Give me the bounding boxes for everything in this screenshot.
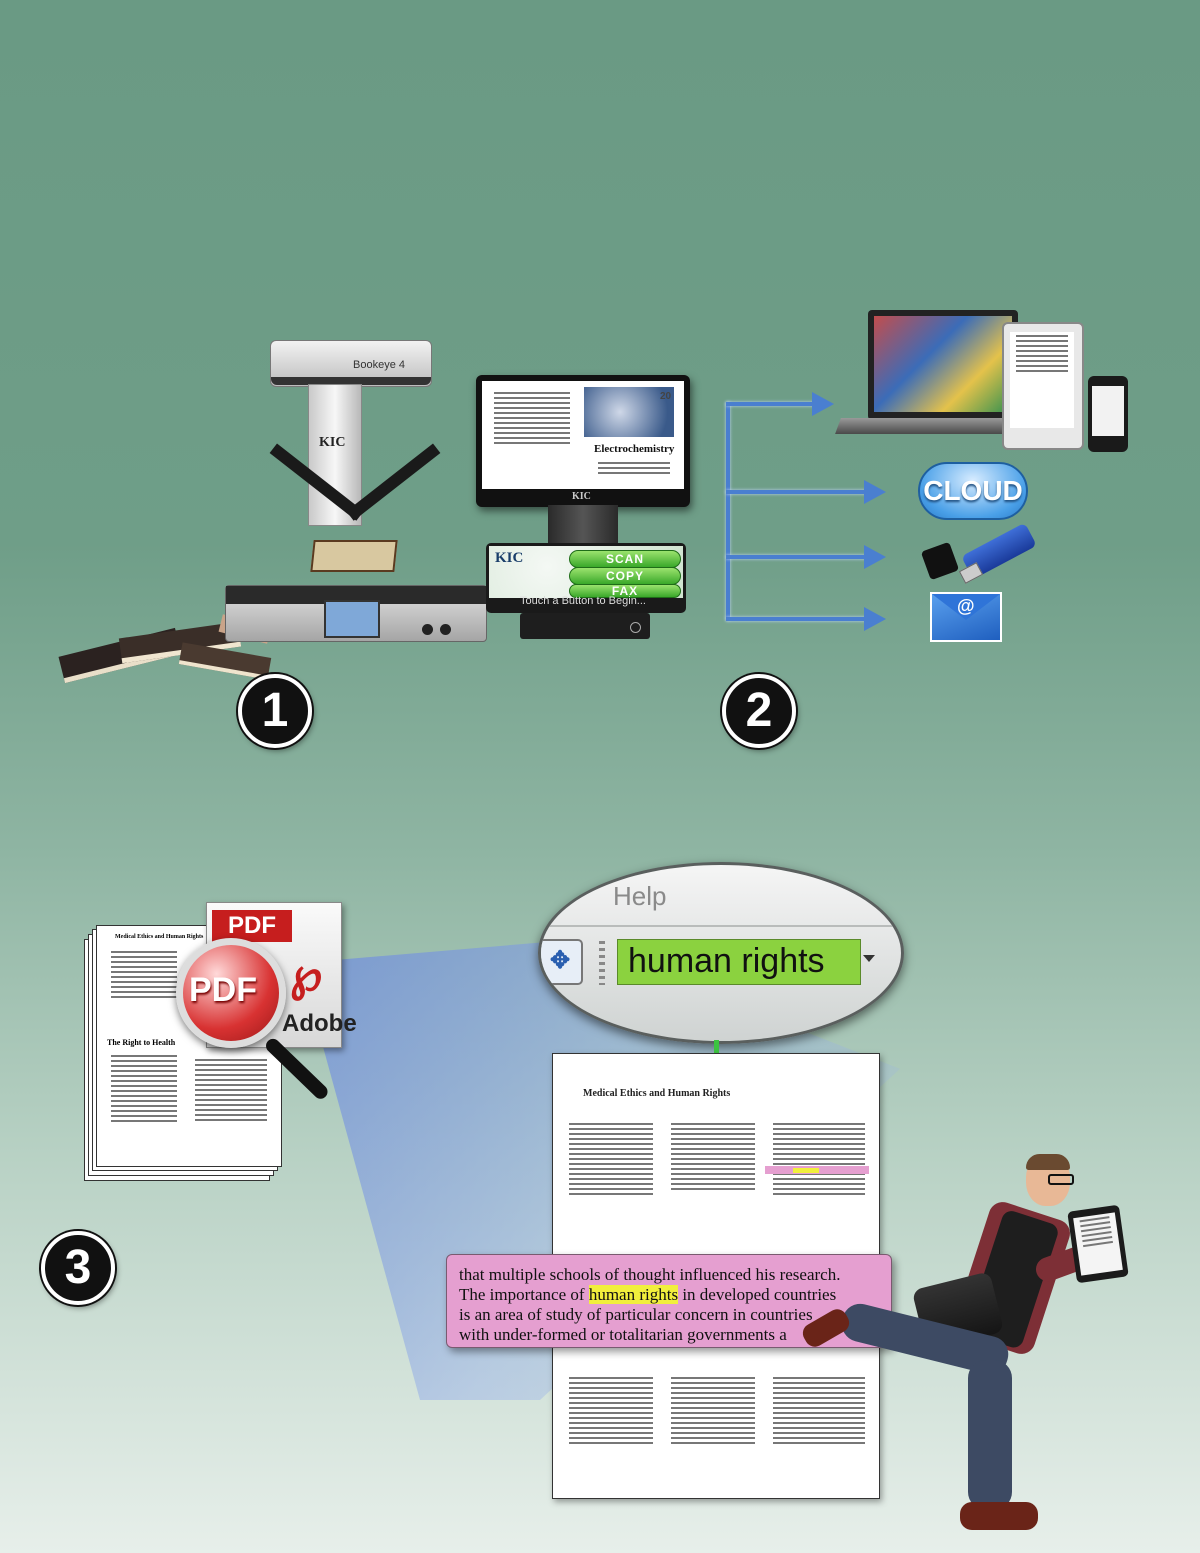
scanner-base [225, 585, 487, 642]
back-shoe [799, 1305, 853, 1351]
scanner-button-right[interactable] [440, 624, 451, 635]
adobe-label: Adobe [282, 1010, 357, 1037]
monitor-page-image [584, 387, 674, 437]
monitor-screen: 20 Electrochemistry [482, 381, 684, 489]
help-menu[interactable]: Help [613, 881, 667, 911]
monitor-logo: KIC [572, 491, 591, 502]
step-2-badge: 2 [722, 674, 796, 748]
step-3-badge: 3 [41, 1231, 115, 1305]
callout-line-3: is an area of study of particular concer… [459, 1305, 813, 1324]
devices-group [835, 310, 1138, 455]
front-leg [968, 1360, 1012, 1510]
scanner-touchscreen[interactable] [324, 600, 380, 638]
fit-page-icon[interactable]: ✥ [541, 939, 583, 985]
scanner-head: Bookeye 4 [270, 340, 432, 387]
search-input-value: human rights [628, 942, 825, 980]
search-toolbar-lens: Help ✥ human rights [538, 862, 904, 1044]
front-shoe [960, 1502, 1038, 1530]
running-man-with-tablet [799, 1150, 1180, 1540]
search-input[interactable]: human rights [617, 939, 861, 985]
power-button[interactable] [630, 622, 641, 633]
scanner-brand-label: Bookeye 4 [353, 359, 405, 371]
laptop [868, 310, 1018, 420]
kiosk-control-panel: KIC SCAN COPY FAX Touch a Button to Begi… [486, 543, 686, 613]
book-scanner: Bookeye 4 KIC [220, 340, 490, 642]
panel-prompt: Touch a Button to Begin... [520, 595, 646, 607]
stack-page-title: Medical Ethics and Human Rights [115, 934, 204, 940]
magnifier-pdf-label: PDF [189, 971, 257, 1009]
callout-line-2: The importance of human rights in develo… [459, 1285, 837, 1304]
page-search-hit-highlight [793, 1168, 819, 1173]
callout-line-4: with under-formed or totalitarian govern… [459, 1325, 787, 1344]
tablet [1067, 1204, 1129, 1284]
kiosk-monitor: 20 Electrochemistry KIC [476, 375, 690, 507]
pdf-top-label: PDF [212, 910, 292, 942]
panel-logo: KIC [495, 550, 524, 566]
search-dropdown-icon[interactable] [863, 955, 875, 962]
kiosk-base [520, 613, 650, 639]
step-1-badge: 1 [238, 674, 312, 748]
smartphone [1088, 376, 1128, 452]
toolbar-grip-icon [599, 941, 605, 985]
cloud-label: CLOUD [923, 475, 1023, 506]
fax-button[interactable]: FAX [569, 584, 681, 598]
email-at-symbol: @ [957, 596, 975, 616]
kiosk-stand [548, 505, 618, 550]
cloud-icon: CLOUD [918, 462, 1028, 520]
monitor-page-heading: Electrochemistry [594, 443, 675, 455]
scanner-button-left[interactable] [422, 624, 433, 635]
stack-section-heading: The Right to Health [107, 1038, 176, 1047]
email-icon: @ [930, 592, 1002, 642]
head [1026, 1154, 1074, 1206]
ereader [1002, 322, 1084, 450]
search-result-highlight: human rights [588, 1285, 679, 1304]
scan-button[interactable]: SCAN [569, 550, 681, 568]
usb-drive-icon [920, 522, 1037, 584]
result-page-title: Medical Ethics and Human Rights [583, 1088, 731, 1099]
scanner-logo: KIC [319, 435, 346, 450]
adobe-acrobat-icon: ℘ [290, 949, 323, 1000]
book-cradle [250, 443, 460, 572]
callout-line-1: that multiple schools of thought influen… [459, 1265, 841, 1284]
magnifier-icon: PDF [176, 938, 346, 1108]
copy-button[interactable]: COPY [569, 567, 681, 585]
monitor-page-number: 20 [660, 391, 672, 402]
